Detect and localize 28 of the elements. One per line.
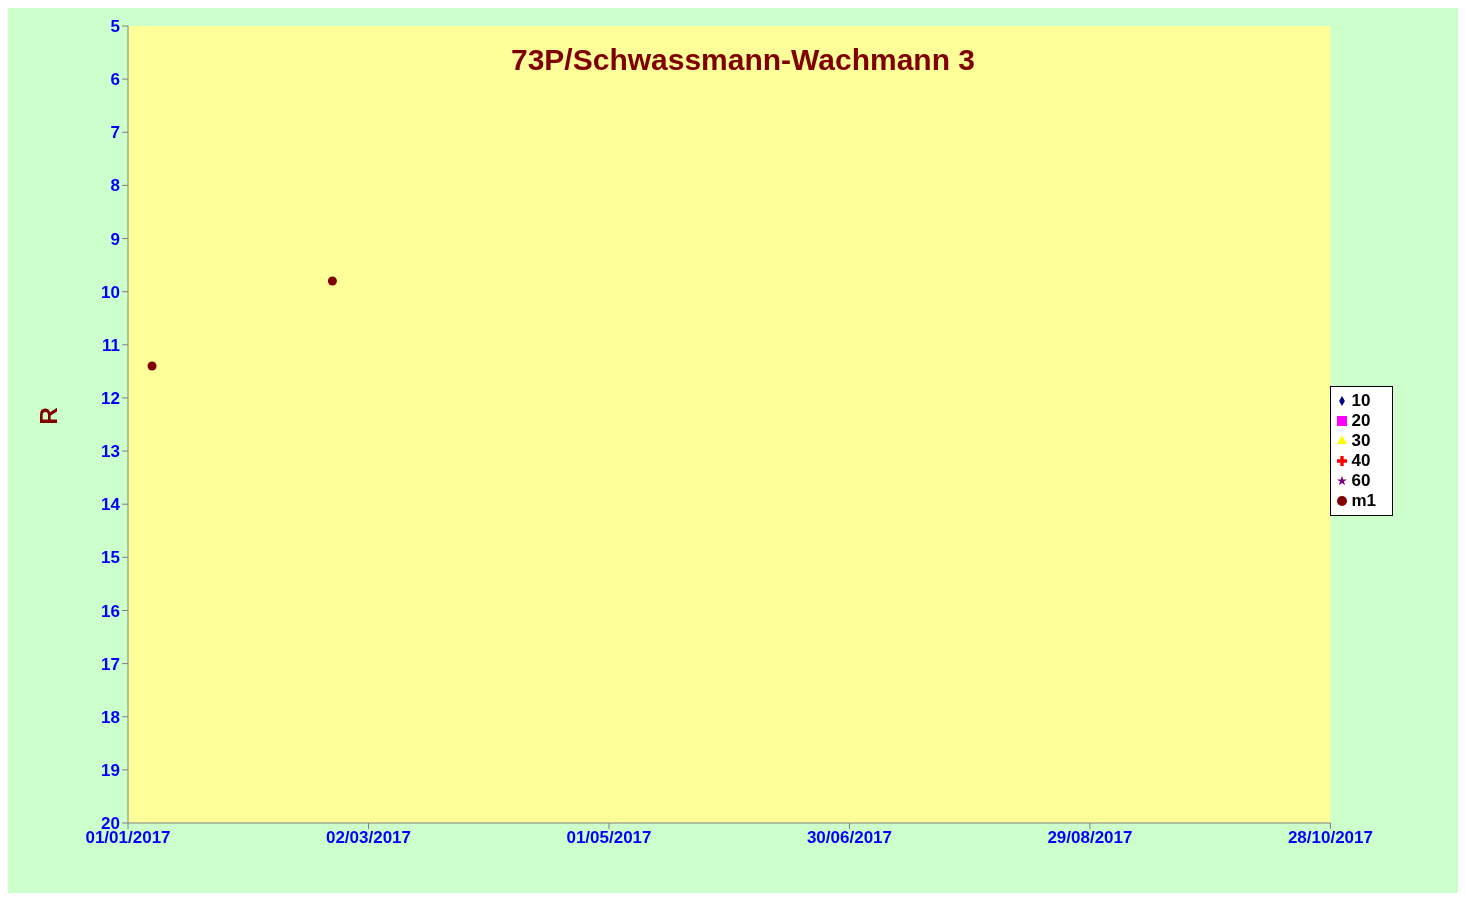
y-tick-label: 5	[110, 17, 120, 37]
y-tick-label: 17	[101, 654, 120, 674]
y-tick-label: 19	[101, 760, 120, 780]
y-tick-label: 7	[110, 123, 120, 143]
y-tick-label: 8	[110, 176, 120, 196]
legend-label: 60	[1351, 470, 1371, 490]
x-tick-label: 29/08/2017	[1047, 828, 1133, 848]
y-tick-label: 14	[101, 495, 121, 515]
x-tick-label: 28/10/2017	[1287, 828, 1373, 848]
x-tick-label: 30/06/2017	[806, 828, 892, 848]
legend-label: m1	[1351, 490, 1376, 510]
y-tick-label: 9	[110, 229, 120, 249]
legend-label: 40	[1351, 450, 1371, 470]
y-tick-label: 11	[102, 335, 120, 355]
x-tick-label: 02/03/2017	[325, 828, 412, 848]
y-tick-label: 12	[101, 388, 120, 408]
legend-label: 20	[1351, 410, 1371, 430]
y-tick-label: 13	[101, 442, 120, 462]
y-tick-label: 16	[101, 601, 120, 621]
y-tick-label: 10	[101, 282, 120, 302]
legend-label: 30	[1351, 430, 1371, 450]
y-axis-title: R	[34, 407, 62, 425]
y-tick-label: 15	[101, 548, 120, 568]
y-tick-label: 6	[110, 70, 120, 90]
legend-label: 10	[1351, 390, 1371, 410]
x-tick-label: 01/05/2017	[566, 828, 652, 848]
y-tick-label: 18	[101, 707, 120, 727]
text: 73P/Schwassmann-Wachmann 3	[510, 43, 976, 76]
